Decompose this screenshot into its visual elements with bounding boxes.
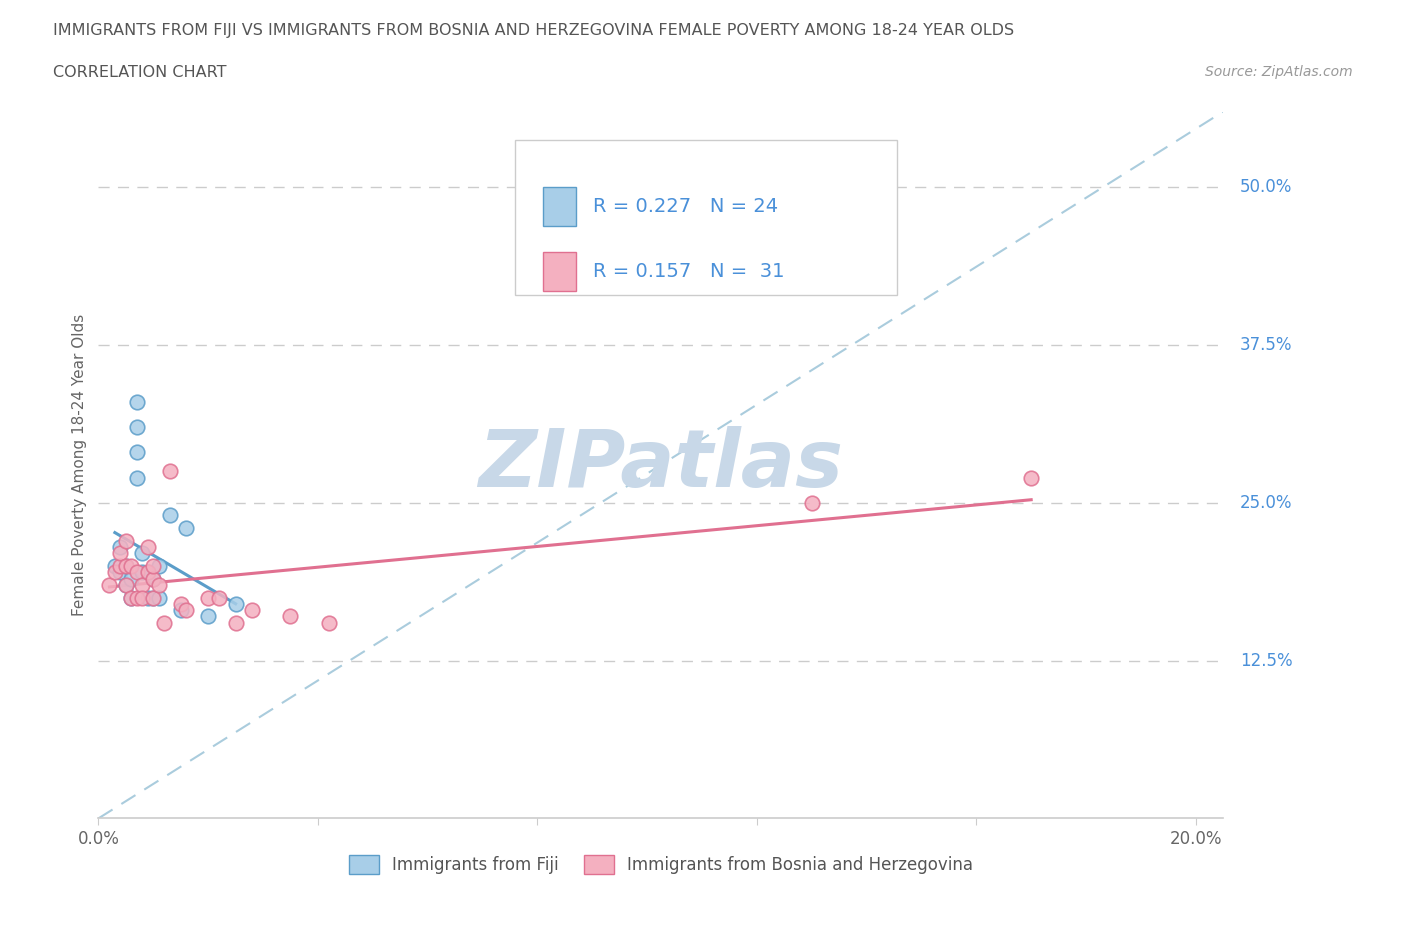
Point: [125, 565, 148, 579]
Point: [136, 539, 159, 554]
Point: [104, 565, 127, 579]
FancyBboxPatch shape: [515, 140, 897, 296]
Point: [142, 571, 165, 586]
Text: R = 0.157   N =  31: R = 0.157 N = 31: [593, 262, 785, 281]
Point: [280, 609, 302, 624]
Point: [174, 521, 197, 536]
Point: [148, 591, 170, 605]
Point: [115, 559, 138, 574]
Point: [225, 616, 247, 631]
Point: [115, 559, 138, 574]
Text: CORRELATION CHART: CORRELATION CHART: [53, 65, 226, 80]
Point: [98, 578, 121, 592]
Point: [170, 596, 193, 611]
Point: [142, 591, 165, 605]
Point: [318, 616, 340, 631]
Point: [142, 571, 165, 586]
Text: 25.0%: 25.0%: [1240, 494, 1292, 512]
Point: [131, 591, 153, 605]
Point: [110, 546, 132, 561]
Point: [170, 603, 193, 618]
Point: [136, 565, 159, 579]
Y-axis label: Female Poverty Among 18-24 Year Olds: Female Poverty Among 18-24 Year Olds: [72, 314, 87, 617]
Point: [197, 609, 219, 624]
Text: ZIPatlas: ZIPatlas: [478, 426, 844, 504]
Point: [125, 591, 148, 605]
Point: [208, 591, 231, 605]
Text: R = 0.227   N = 24: R = 0.227 N = 24: [593, 197, 779, 216]
Point: [142, 559, 165, 574]
Point: [125, 471, 148, 485]
Text: IMMIGRANTS FROM FIJI VS IMMIGRANTS FROM BOSNIA AND HERZEGOVINA FEMALE POVERTY AM: IMMIGRANTS FROM FIJI VS IMMIGRANTS FROM …: [53, 23, 1015, 38]
Point: [125, 419, 148, 434]
Point: [148, 578, 170, 592]
Point: [125, 394, 148, 409]
Point: [120, 591, 142, 605]
Text: 12.5%: 12.5%: [1240, 652, 1292, 670]
Point: [148, 559, 170, 574]
Point: [225, 596, 247, 611]
Point: [153, 616, 176, 631]
Point: [110, 565, 132, 579]
Text: Source: ZipAtlas.com: Source: ZipAtlas.com: [1205, 65, 1353, 79]
Point: [1019, 471, 1042, 485]
Point: [131, 546, 153, 561]
Point: [159, 508, 181, 523]
Point: [240, 603, 263, 618]
Point: [142, 591, 165, 605]
Point: [110, 539, 132, 554]
Point: [120, 571, 142, 586]
Point: [104, 559, 127, 574]
Point: [197, 591, 219, 605]
Text: 37.5%: 37.5%: [1240, 336, 1292, 354]
Point: [131, 578, 153, 592]
Point: [159, 464, 181, 479]
Point: [115, 578, 138, 592]
Point: [115, 578, 138, 592]
Point: [136, 565, 159, 579]
FancyBboxPatch shape: [543, 187, 576, 226]
Point: [120, 591, 142, 605]
Point: [131, 565, 153, 579]
Point: [800, 496, 823, 511]
Point: [120, 559, 142, 574]
FancyBboxPatch shape: [543, 252, 576, 291]
Text: 50.0%: 50.0%: [1240, 179, 1292, 196]
Point: [115, 533, 138, 548]
Point: [110, 559, 132, 574]
Point: [125, 445, 148, 459]
Legend: Immigrants from Fiji, Immigrants from Bosnia and Herzegovina: Immigrants from Fiji, Immigrants from Bo…: [342, 848, 980, 881]
Point: [174, 603, 197, 618]
Point: [136, 591, 159, 605]
